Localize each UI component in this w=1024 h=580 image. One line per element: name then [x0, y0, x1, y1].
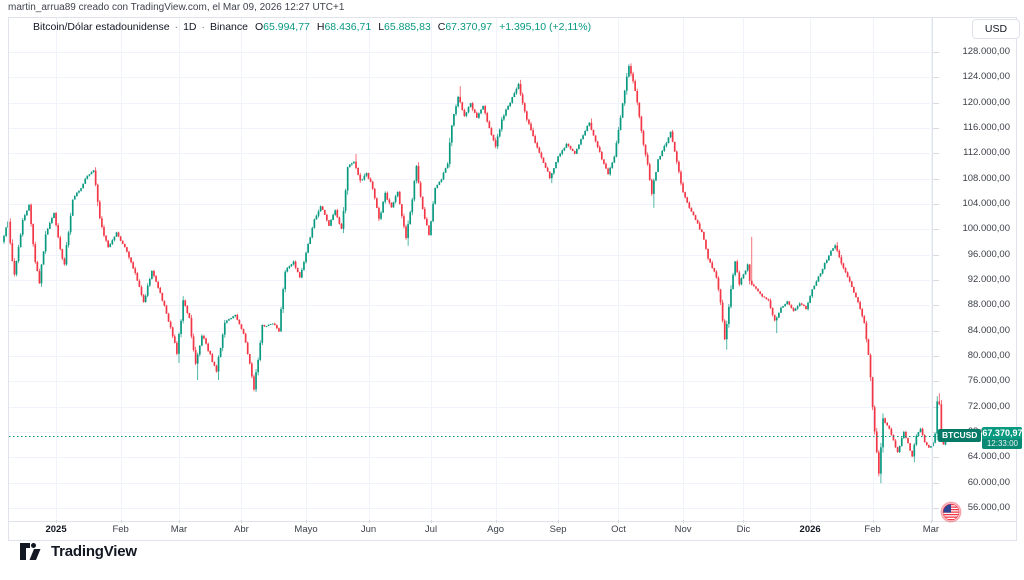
price-tick-label: 120.000,00 — [962, 96, 1010, 108]
price-marker-countdown: 12:33:00 — [982, 438, 1023, 449]
legend-separator: · — [174, 21, 179, 33]
ohlc-low: L65.885,83 — [378, 21, 431, 33]
price-tick-label: 104.000,00 — [962, 197, 1010, 209]
time-tick-label: Ago — [487, 524, 505, 535]
symbol-title[interactable]: Bitcoin/Dólar estadounidense — [33, 21, 170, 33]
price-marker-box: 67.370,97 12:33:00 — [982, 426, 1023, 449]
time-tick-label: Jul — [424, 524, 438, 535]
price-tick-label: 92.000,00 — [967, 273, 1010, 285]
price-tick-label: 84.000,00 — [967, 324, 1010, 336]
price-tick-label: 100.000,00 — [962, 223, 1010, 235]
ohlc-open: O65.994,77 — [254, 21, 310, 33]
tradingview-logo-text[interactable]: TradingView — [51, 543, 137, 560]
exchange-label[interactable]: Binance — [210, 21, 248, 33]
price-tick-label: 72.000,00 — [967, 400, 1010, 412]
price-tick-label: 128.000,00 — [962, 46, 1010, 57]
price-tick-label: 88.000,00 — [967, 299, 1010, 311]
time-tick-label: Jun — [360, 524, 377, 535]
price-tick-label: 108.000,00 — [962, 172, 1010, 184]
ohlc-high: H68.436,71 — [316, 21, 372, 33]
time-tick-label: Dic — [736, 524, 751, 535]
price-marker-symbol: BTCUSD — [938, 428, 982, 442]
price-tick-label: 124.000,00 — [962, 71, 1010, 83]
currency-usd-button[interactable]: USD — [972, 19, 1020, 39]
tradingview-logo-icon[interactable] — [20, 543, 45, 560]
price-tick-label: 80.000,00 — [967, 349, 1010, 361]
time-tick-label: Feb — [112, 524, 129, 535]
time-tick-label: Sep — [549, 524, 567, 535]
price-tick-label: 64.000,00 — [967, 451, 1010, 463]
time-tick-label: Mar — [170, 524, 188, 535]
price-tick-label: 60.000,00 — [967, 476, 1010, 488]
time-tick-label: Nov — [674, 524, 692, 535]
interval-label[interactable]: 1D — [183, 21, 197, 33]
time-tick-label: Feb — [864, 524, 881, 535]
change-label: +1.395,10 (+2,11%) — [499, 21, 592, 33]
footer: TradingView — [20, 543, 137, 560]
time-tick-label: 2025 — [45, 524, 67, 535]
time-tick-label: Mar — [922, 524, 940, 535]
time-tick-label: 2026 — [799, 524, 821, 535]
time-tick-label: Abr — [234, 524, 249, 535]
legend-separator: · — [201, 21, 206, 33]
time-tick-label: Mayo — [294, 524, 318, 535]
price-tick-label: 76.000,00 — [967, 375, 1010, 387]
attribution-text: martin_arrua89 creado con TradingView.co… — [8, 2, 345, 13]
price-tick-label: 112.000,00 — [963, 147, 1010, 159]
price-tick-label: 116.000,00 — [963, 121, 1010, 133]
last-price-marker: BTCUSD 67.370,97 12:33:00 — [938, 426, 1023, 449]
time-tick-label: Oct — [611, 524, 626, 535]
us-flag-icon — [940, 501, 962, 523]
price-tick-label: 56.000,00 — [967, 501, 1010, 513]
price-tick-label: 96.000,00 — [967, 248, 1010, 260]
price-marker-value: 67.370,97 — [982, 427, 1023, 438]
ohlc-close: C67.370,97 — [437, 21, 493, 33]
chart-legend: Bitcoin/Dólar estadounidense · 1D · Binance O… — [33, 21, 591, 33]
